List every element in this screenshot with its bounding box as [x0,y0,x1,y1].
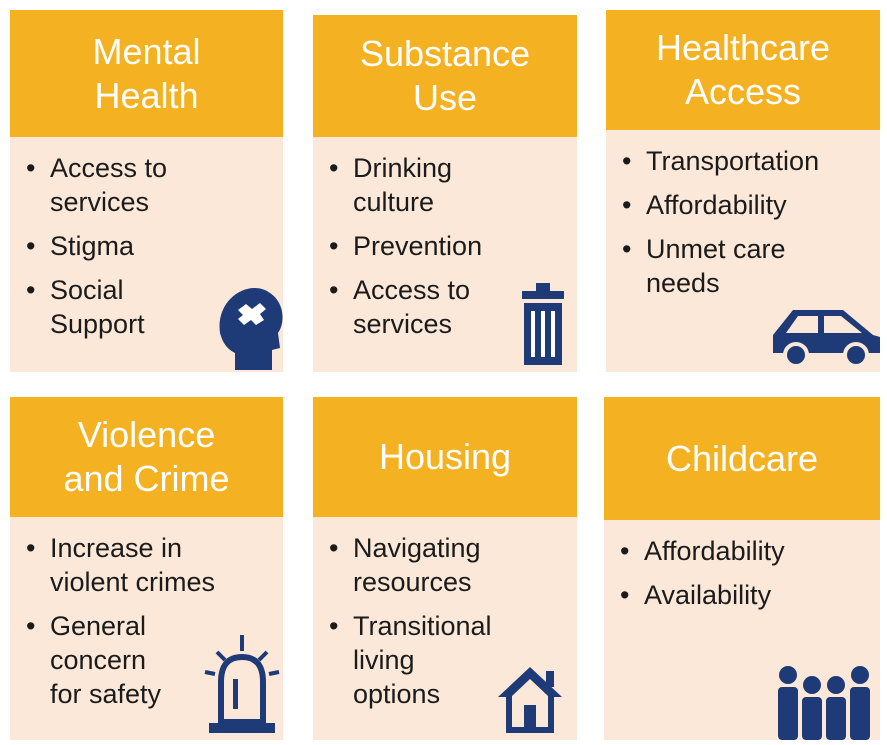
card-title-line: Childcare [665,437,819,479]
bullet-line: living [353,645,415,675]
card-title-line: Access [684,71,802,112]
card-header: Violence and Crime [10,397,283,517]
icon [203,627,281,740]
bullet-line: needs [646,268,720,298]
bullet-line: services [353,309,453,339]
bullet-line: Access to [50,153,168,183]
icon [518,283,568,370]
bullet-item: Affordability [620,534,785,568]
card: Drinking culture Prevention Access to servic… [313,15,577,372]
icon [498,665,563,740]
card-title-line: and Crime [63,458,230,499]
bullet-line: Unmet care [646,234,786,264]
bullet-line: Access to [353,275,471,305]
bullet-line: services [50,187,150,217]
icon [210,278,285,378]
bullet-line: Availability [644,580,772,610]
bullet-item: Affordability [622,188,819,222]
card: Affordability Availability Childcare [604,397,880,740]
bullet-item: Transportation [622,144,819,178]
bullet-item: Access to services [26,151,167,219]
bullet-item: Prevention [329,229,482,263]
icon-graphic [498,667,562,733]
bullet-list: Affordability Availability [620,534,785,622]
bullet-item: Unmet care needs [622,232,819,300]
bullet-line: Transitional [353,611,492,641]
bullet-line: resources [353,567,472,597]
bullet-line: for safety [50,679,162,709]
bullet-line: Stigma [50,231,135,261]
bullet-line: Navigating [353,533,481,563]
bullet-line: violent crimes [50,567,216,597]
card-title-line: Use [412,77,478,118]
card-title-line: Substance [359,33,531,74]
icon-graphic [778,666,870,740]
bullet-item: Navigating resources [329,531,492,599]
card-header: Housing [313,397,577,517]
bullet-line: concern [50,645,147,675]
card-body: Access to services Stigma Social Support [10,137,283,372]
bullet-list: Transportation Affordability Unmet care nee… [622,144,819,310]
card-header: Childcare [604,397,880,520]
card-header: Healthcare Access [606,10,880,130]
bullet-list: Increase in violent crimes General concern f… [26,531,215,721]
card: Transportation Affordability Unmet care nee… [606,10,880,372]
card-header: Mental Health [10,10,283,137]
bullet-item: Access to services [329,273,482,341]
card-title-line: Healthcare [655,27,831,68]
card-title-line: Mental [92,30,201,72]
card-body: Affordability Availability [604,520,880,740]
card-title-line: Housing [378,436,512,477]
bullet-line: culture [353,187,435,217]
icon-graphic [773,310,880,368]
bullet-item: Stigma [26,229,167,263]
card: Navigating resources Transitional living opt… [313,397,577,740]
bullet-line: Affordability [644,536,785,566]
bullet-line: Increase in [50,533,183,563]
card: Access to services Stigma Social Support Ment… [10,10,283,372]
bullet-line: Transportation [646,146,820,176]
bullet-item: Availability [620,578,785,612]
bullet-line: Drinking [353,153,453,183]
card-title-line: Violence [77,414,216,455]
icon-graphic [219,287,283,370]
bullet-line: Social [50,275,124,305]
card-title-line: Health [94,74,199,116]
icon-graphic [204,635,280,733]
bullet-item: Increase in violent crimes [26,531,215,599]
bullet-list: Navigating resources Transitional living opt… [329,531,492,721]
bullet-item: Drinking culture [329,151,482,219]
card-header: Substance Use [313,15,577,137]
bullet-item: Transitional living options [329,609,492,711]
bullet-list: Drinking culture Prevention Access to servic… [329,151,482,351]
card: Increase in violent crimes General concern f… [10,397,283,740]
bullet-line: Support [50,309,145,339]
bullet-item: Social Support [26,273,167,341]
bullet-line: Affordability [646,190,787,220]
bullet-item: General concern for safety [26,609,215,711]
icon-graphic [522,283,564,365]
bullet-list: Access to services Stigma Social Support [26,151,167,351]
bullet-line: Prevention [353,231,483,261]
bullet-line: General [50,611,147,641]
icon [768,305,883,372]
icon [778,645,880,745]
bullet-line: options [353,679,441,709]
